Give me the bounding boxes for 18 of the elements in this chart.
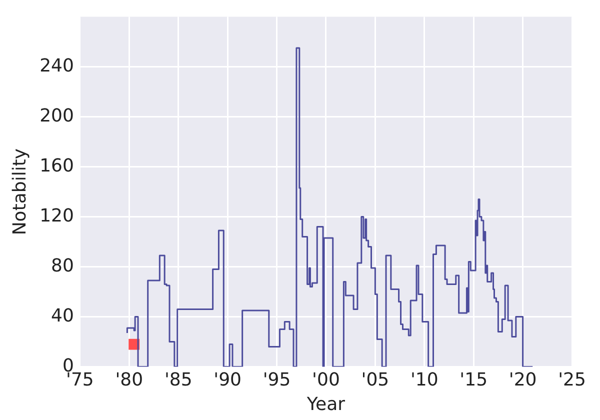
x-tick-label: '80: [115, 369, 144, 390]
y-axis-title: Notability: [9, 148, 30, 236]
y-tick-label: 120: [40, 205, 74, 226]
x-axis-title: Year: [306, 394, 346, 415]
x-tick-label: '85: [164, 369, 192, 390]
y-tick-label: 80: [51, 255, 74, 276]
x-tick-label: '15: [460, 369, 488, 390]
x-tick-label: '25: [558, 369, 586, 390]
x-tick-label: '95: [262, 369, 291, 390]
y-tick-label: 160: [40, 155, 74, 176]
y-tick-label: 40: [51, 305, 74, 326]
x-tick-label: '90: [214, 369, 242, 390]
y-tick-label: 200: [40, 105, 74, 126]
y-tick-label: 240: [40, 55, 74, 76]
x-tick-label: '00: [312, 369, 340, 390]
x-tick-label: '05: [361, 369, 390, 390]
x-tick-label: '20: [508, 369, 537, 390]
x-tick-label: '10: [410, 369, 438, 390]
